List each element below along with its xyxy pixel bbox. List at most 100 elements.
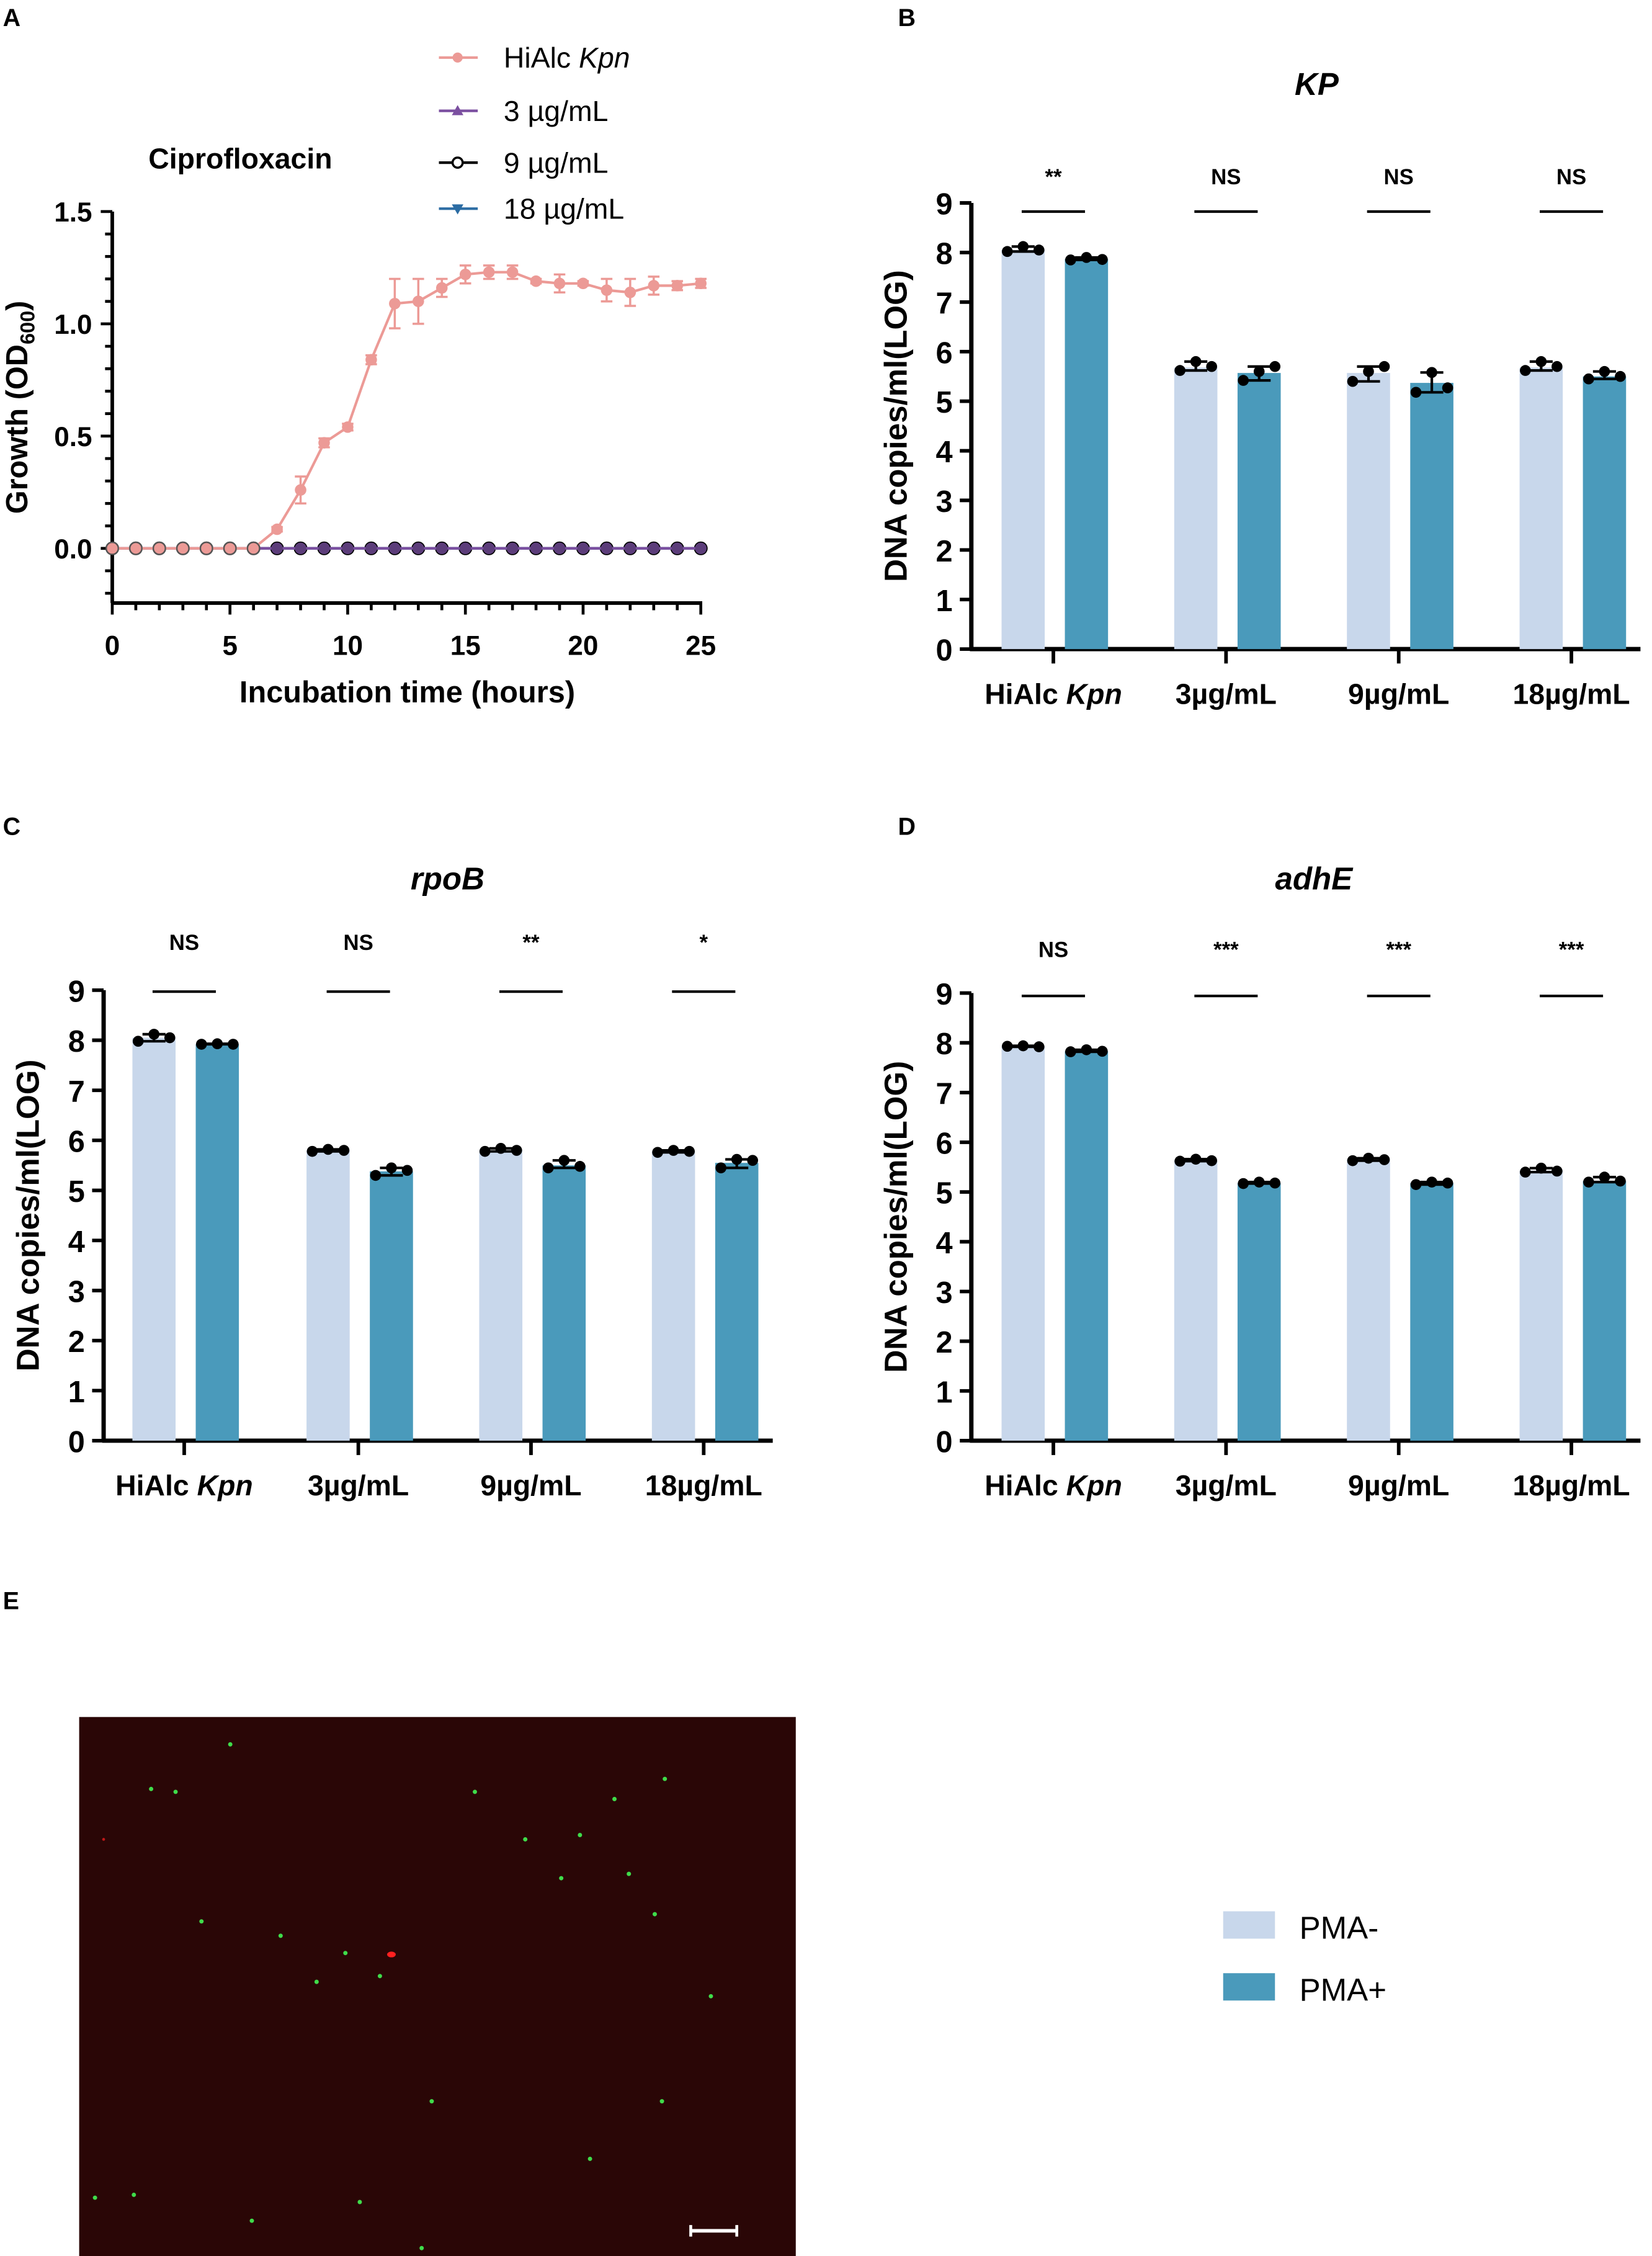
legend-label: 9 µg/mL	[504, 146, 609, 179]
live-cell	[377, 1974, 382, 1979]
x-axis-label: Incubation time (hours)	[239, 676, 575, 709]
y-tick-label: 0.5	[54, 422, 92, 452]
data-point	[483, 542, 495, 555]
chart-title: KP	[1295, 66, 1339, 102]
y-tick-label: 2	[936, 1326, 953, 1359]
data-point	[624, 286, 636, 298]
bar-PMA-	[1519, 1170, 1563, 1441]
bar-PMA+	[542, 1165, 586, 1441]
bar-PMA-	[1347, 1160, 1390, 1441]
replicate-point	[323, 1144, 334, 1155]
replicate-point	[1190, 356, 1202, 367]
data-point	[459, 269, 471, 280]
bar-PMA-	[1347, 373, 1390, 650]
panel-label: A	[3, 4, 20, 32]
replicate-point	[1535, 356, 1547, 367]
x-tick-label: 9µg/mL	[1348, 678, 1449, 710]
replicate-point	[401, 1165, 413, 1176]
data-point	[624, 542, 636, 555]
live-cell	[173, 1789, 178, 1794]
live-cell	[149, 1786, 154, 1791]
live-cell	[92, 2195, 97, 2200]
replicate-point	[1442, 382, 1453, 393]
replicate-point	[1238, 375, 1249, 386]
data-point	[246, 541, 261, 555]
legend-item: 18 µg/mL	[439, 193, 624, 225]
significance-label: ***	[1386, 939, 1411, 962]
live-cell	[663, 1776, 667, 1781]
replicate-point	[164, 1032, 176, 1044]
replicate-point	[574, 1161, 586, 1172]
data-point	[648, 280, 660, 292]
x-tick-label: 10	[333, 630, 363, 661]
replicate-point	[715, 1162, 726, 1174]
data-point	[271, 523, 283, 535]
significance-label: **	[522, 931, 540, 955]
replicate-point	[1347, 1155, 1359, 1166]
replicate-point	[1097, 1045, 1108, 1057]
data-point	[152, 541, 166, 555]
replicate-point	[1269, 360, 1281, 372]
replicate-point	[1033, 1041, 1045, 1052]
x-tick-label: HiAlc Kpn	[985, 678, 1122, 710]
significance-label: NS	[1038, 939, 1068, 962]
replicate-point	[747, 1155, 759, 1166]
data-point	[695, 277, 707, 290]
bar-PMA+	[195, 1044, 239, 1441]
replicate-point	[1081, 1044, 1092, 1055]
y-tick-label: 7	[936, 287, 953, 320]
live-cell	[132, 2192, 136, 2197]
replicate-point	[1426, 367, 1437, 378]
bar-PMA-	[1519, 367, 1563, 650]
data-point	[199, 541, 213, 555]
dead-cell	[102, 1838, 105, 1841]
legend-label: PMA+	[1300, 1972, 1386, 2007]
significance-label: NS	[169, 931, 199, 955]
replicate-point	[1001, 246, 1013, 257]
replicate-point	[1001, 1041, 1013, 1052]
legend-marker-open-circle-icon	[451, 156, 464, 169]
replicate-point	[1017, 241, 1029, 253]
replicate-point	[1426, 1176, 1437, 1188]
data-point	[601, 284, 613, 296]
data-point	[671, 280, 684, 292]
replicate-point	[1081, 252, 1092, 263]
panel-label: E	[3, 1587, 19, 1614]
y-tick-label: 6	[936, 336, 953, 370]
x-tick-label: 3µg/mL	[1176, 678, 1277, 710]
replicate-point	[1583, 1176, 1594, 1188]
y-tick-label: 6	[68, 1125, 85, 1158]
data-point	[648, 542, 660, 555]
data-point	[483, 266, 495, 278]
y-tick-label: 0	[68, 1425, 85, 1459]
data-point	[365, 542, 377, 555]
live-cell	[652, 1912, 657, 1917]
legend-label: 18 µg/mL	[504, 193, 624, 225]
data-point	[577, 542, 589, 555]
chart-title: rpoB	[411, 861, 484, 897]
live-cell	[199, 1919, 204, 1924]
replicate-point	[1599, 1171, 1610, 1183]
data-point	[435, 282, 448, 294]
panel-label: D	[898, 813, 915, 840]
live-cell	[357, 2200, 362, 2205]
data-point	[295, 542, 306, 555]
replicate-point	[1065, 1046, 1076, 1057]
y-tick-label: 0	[936, 1425, 953, 1459]
y-axis-label: DNA copies/ml(LOG)	[11, 1060, 46, 1372]
x-tick-label: 20	[568, 630, 598, 661]
data-point	[601, 542, 613, 555]
x-tick-label: 0	[105, 630, 120, 661]
legend-pma: PMA- PMA+	[1223, 1910, 1386, 2007]
y-axis-label: DNA copies/ml(LOG)	[878, 1061, 913, 1373]
live-cell	[429, 2099, 434, 2104]
panel-label: C	[3, 813, 20, 840]
significance-label: NS	[1211, 166, 1241, 189]
replicate-point	[684, 1145, 695, 1157]
replicate-point	[1174, 1155, 1185, 1167]
data-point	[695, 542, 707, 555]
replicate-point	[479, 1145, 491, 1157]
y-tick-label: 9	[936, 978, 953, 1011]
y-tick-label: 1	[936, 584, 953, 618]
replicate-point	[558, 1155, 570, 1166]
